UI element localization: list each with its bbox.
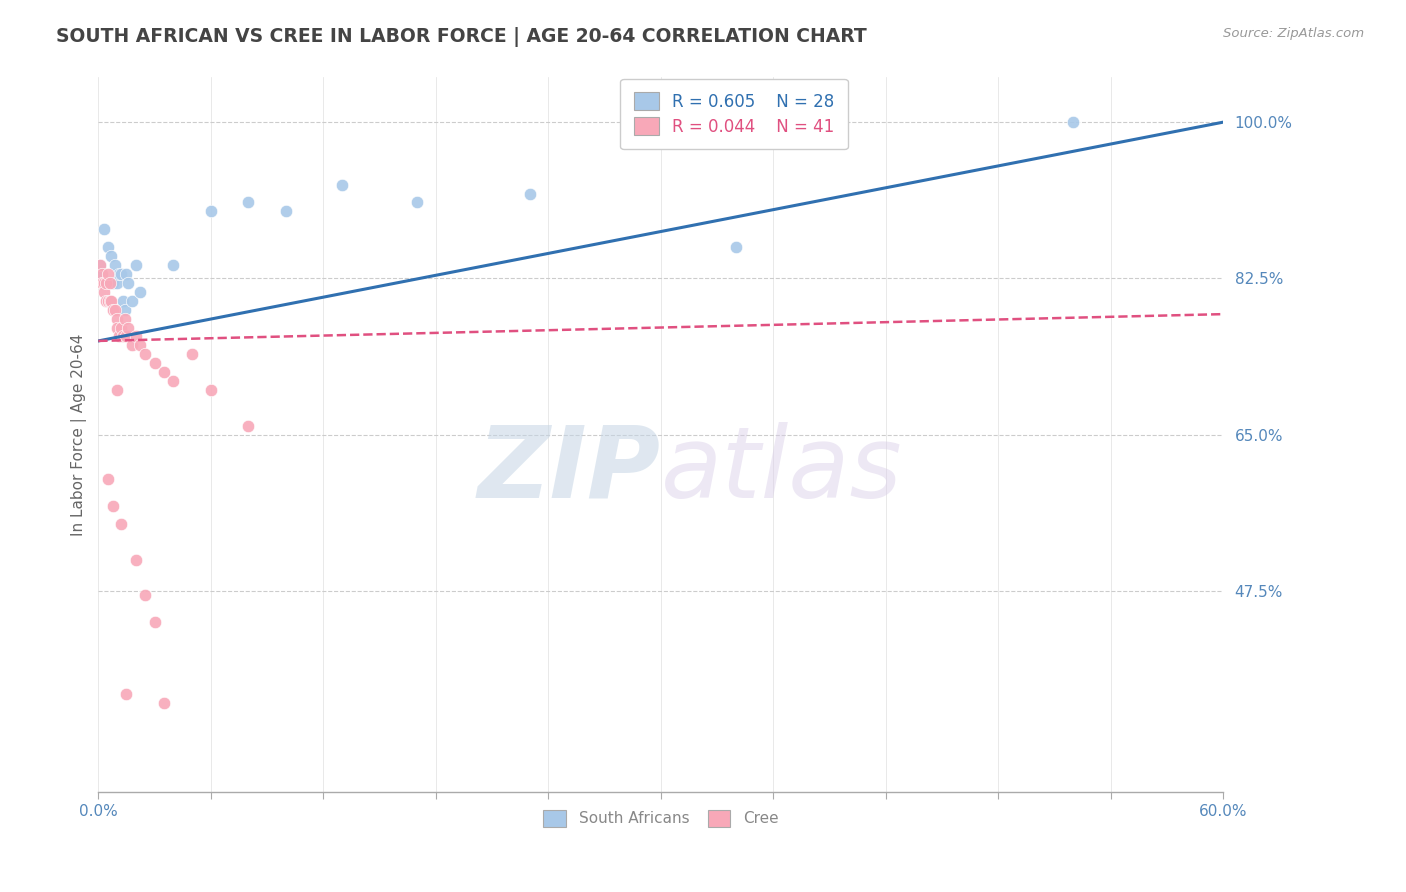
Point [89, 258, 111, 272]
Point [105, 276, 128, 290]
Point [724, 240, 747, 254]
Point [97, 293, 120, 308]
Point [134, 589, 156, 603]
Point [143, 615, 166, 630]
Point [134, 347, 156, 361]
Point [162, 374, 184, 388]
Point [93, 222, 115, 236]
Point [91, 276, 114, 290]
Point [114, 302, 136, 317]
Point [128, 285, 150, 299]
Point [330, 178, 353, 192]
Point [110, 320, 132, 334]
Point [274, 204, 297, 219]
Point [200, 383, 222, 397]
Point [108, 267, 131, 281]
Point [121, 338, 143, 352]
Point [103, 499, 125, 513]
Point [110, 516, 132, 531]
Point [97, 472, 120, 486]
Point [105, 311, 128, 326]
Point [128, 338, 150, 352]
Point [93, 285, 115, 299]
Point [94, 293, 117, 308]
Legend: South Africans, Cree: South Africans, Cree [536, 803, 786, 834]
Point [238, 195, 260, 210]
Point [98, 276, 121, 290]
Point [114, 311, 136, 326]
Point [153, 696, 176, 710]
Point [105, 320, 128, 334]
Point [117, 276, 139, 290]
Point [91, 267, 114, 281]
Point [143, 356, 166, 370]
Text: SOUTH AFRICAN VS CREE IN LABOR FORCE | AGE 20-64 CORRELATION CHART: SOUTH AFRICAN VS CREE IN LABOR FORCE | A… [56, 27, 868, 46]
Point [1062, 115, 1084, 129]
Point [103, 276, 125, 290]
Point [519, 186, 541, 201]
Point [125, 258, 148, 272]
Point [115, 329, 138, 343]
Point [115, 267, 138, 281]
Point [115, 687, 138, 701]
Point [98, 293, 121, 308]
Point [104, 258, 127, 272]
Point [100, 249, 122, 263]
Point [103, 302, 125, 317]
Point [100, 293, 122, 308]
Text: Source: ZipAtlas.com: Source: ZipAtlas.com [1223, 27, 1364, 40]
Point [162, 258, 184, 272]
Point [238, 418, 260, 433]
Point [97, 267, 120, 281]
Text: ZIP: ZIP [478, 422, 661, 519]
Point [93, 276, 115, 290]
Text: atlas: atlas [661, 422, 903, 519]
Point [117, 320, 139, 334]
Point [110, 267, 132, 281]
Point [406, 195, 429, 210]
Y-axis label: In Labor Force | Age 20-64: In Labor Force | Age 20-64 [72, 334, 87, 536]
Point [94, 276, 117, 290]
Point [104, 302, 127, 317]
Point [200, 204, 222, 219]
Point [89, 258, 111, 272]
Point [91, 267, 114, 281]
Point [94, 276, 117, 290]
Point [181, 347, 204, 361]
Point [153, 365, 176, 379]
Point [108, 329, 131, 343]
Point [97, 240, 120, 254]
Point [111, 329, 134, 343]
Point [125, 329, 148, 343]
Point [98, 293, 121, 308]
Point [105, 383, 128, 397]
Point [111, 293, 134, 308]
Point [121, 293, 143, 308]
Point [125, 553, 148, 567]
